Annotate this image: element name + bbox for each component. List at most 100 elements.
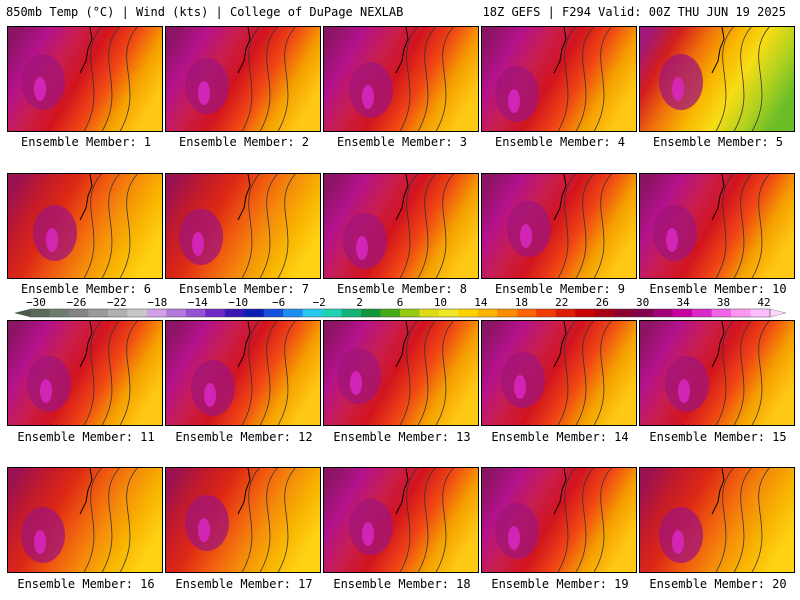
- warm-core-peak: [192, 232, 204, 256]
- coastline: [237, 321, 251, 368]
- warm-core-peak: [672, 77, 684, 101]
- colorbar-bin: [672, 309, 693, 317]
- temperature-field: [166, 321, 320, 425]
- colorbar-bin: [283, 309, 304, 317]
- colorbar-tick-label: 34: [676, 296, 690, 309]
- colorbar-bin: [555, 309, 576, 317]
- temperature-shading: [166, 321, 320, 425]
- height-contour: [417, 321, 436, 425]
- colorbar-bin: [750, 309, 771, 317]
- colorbar-bin: [224, 309, 245, 317]
- colorbar-bin: [88, 309, 109, 317]
- height-contour: [83, 27, 102, 131]
- ensemble-member-label: Ensemble Member: 12: [175, 430, 313, 444]
- height-contour: [241, 321, 260, 425]
- height-contour: [277, 27, 296, 131]
- height-contour: [593, 27, 612, 131]
- coastline: [79, 321, 93, 368]
- colorbar-bin: [516, 309, 537, 317]
- colorbar-bin: [244, 309, 265, 317]
- temperature-field: [324, 174, 478, 278]
- temperature-shading: [640, 321, 794, 425]
- ensemble-member-map-7: [165, 173, 321, 279]
- ensemble-member-label: Ensemble Member: 10: [649, 282, 787, 296]
- colorbar-tick-label: 18: [514, 296, 528, 309]
- height-contour: [399, 174, 418, 278]
- height-contour: [435, 468, 454, 572]
- colorbar-tick-label: −10: [228, 296, 249, 309]
- warm-core-peak: [40, 379, 52, 403]
- temperature-field: [640, 468, 794, 572]
- coastline: [553, 468, 567, 515]
- ensemble-member-map-17: [165, 467, 321, 573]
- warm-core-peak: [350, 371, 362, 395]
- ensemble-member-label: Ensemble Member: 17: [175, 577, 313, 591]
- ensemble-member-label: Ensemble Member: 14: [491, 430, 629, 444]
- height-contour: [557, 174, 576, 278]
- warm-core-peak: [204, 383, 216, 407]
- ensemble-member-label: Ensemble Member: 3: [336, 135, 468, 149]
- ensemble-member-map-1: [7, 26, 163, 132]
- map-title: 850mb Temp (°C) | Wind (kts) | College o…: [6, 5, 404, 19]
- temperature-field: [324, 468, 478, 572]
- height-contour: [733, 174, 752, 278]
- height-contour: [83, 174, 102, 278]
- coastline: [395, 321, 409, 368]
- height-contour: [715, 27, 734, 131]
- coastline: [395, 27, 409, 74]
- height-contour: [101, 321, 120, 425]
- height-contour: [575, 321, 594, 425]
- ensemble-member-label: Ensemble Member: 11: [17, 430, 155, 444]
- colorbar-bin: [380, 309, 401, 317]
- height-contour: [435, 27, 454, 131]
- ensemble-member-map-4: [481, 26, 637, 132]
- height-contour: [119, 27, 138, 131]
- colorbar-outline: [29, 308, 771, 318]
- height-contour: [751, 468, 770, 572]
- ensemble-member-map-15: [639, 320, 795, 426]
- temperature-field: [640, 27, 794, 131]
- temperature-field: [8, 174, 162, 278]
- colorbar-bin: [438, 309, 459, 317]
- temperature-colorbar: [14, 308, 787, 318]
- ensemble-member-map-5: [639, 26, 795, 132]
- temperature-field: [166, 468, 320, 572]
- colorbar-tick-label: −14: [187, 296, 208, 309]
- colorbar-bin: [692, 309, 713, 317]
- coastline: [553, 321, 567, 368]
- warm-core-peak: [34, 530, 46, 554]
- colorbar-tick-label: 22: [555, 296, 569, 309]
- height-contour: [259, 27, 278, 131]
- height-contour: [259, 321, 278, 425]
- warm-core-peak: [46, 228, 58, 252]
- coastline: [553, 174, 567, 221]
- colorbar-bin: [127, 309, 148, 317]
- colorbar-bin: [263, 309, 284, 317]
- ensemble-member-map-19: [481, 467, 637, 573]
- temperature-field: [640, 174, 794, 278]
- ensemble-member-label: Ensemble Member: 13: [333, 430, 471, 444]
- colorbar-bin: [185, 309, 206, 317]
- colorbar-tick-label: 6: [396, 296, 404, 309]
- temperature-shading: [324, 468, 478, 572]
- ensemble-member-label: Ensemble Member: 1: [20, 135, 152, 149]
- colorbar-min-arrow: [14, 309, 30, 317]
- colorbar-bin: [30, 309, 50, 317]
- warm-core-peak: [356, 236, 368, 260]
- ensemble-member-map-8: [323, 173, 479, 279]
- ensemble-member-map-16: [7, 467, 163, 573]
- run-valid-time: 18Z GEFS | F294 Valid: 00Z THU JUN 19 20…: [482, 5, 786, 19]
- temperature-field: [482, 321, 636, 425]
- colorbar-bin: [146, 309, 167, 317]
- colorbar-tick-label: −26: [66, 296, 87, 309]
- colorbar-tick-label: −22: [106, 296, 127, 309]
- ensemble-member-map-11: [7, 320, 163, 426]
- ensemble-member-label: Ensemble Member: 4: [494, 135, 626, 149]
- height-contour: [277, 174, 296, 278]
- height-contour: [575, 174, 594, 278]
- ensemble-member-map-6: [7, 173, 163, 279]
- colorbar-bin: [68, 309, 89, 317]
- ensemble-member-label: Ensemble Member: 9: [494, 282, 626, 296]
- height-contour: [557, 321, 576, 425]
- colorbar-bin: [497, 309, 518, 317]
